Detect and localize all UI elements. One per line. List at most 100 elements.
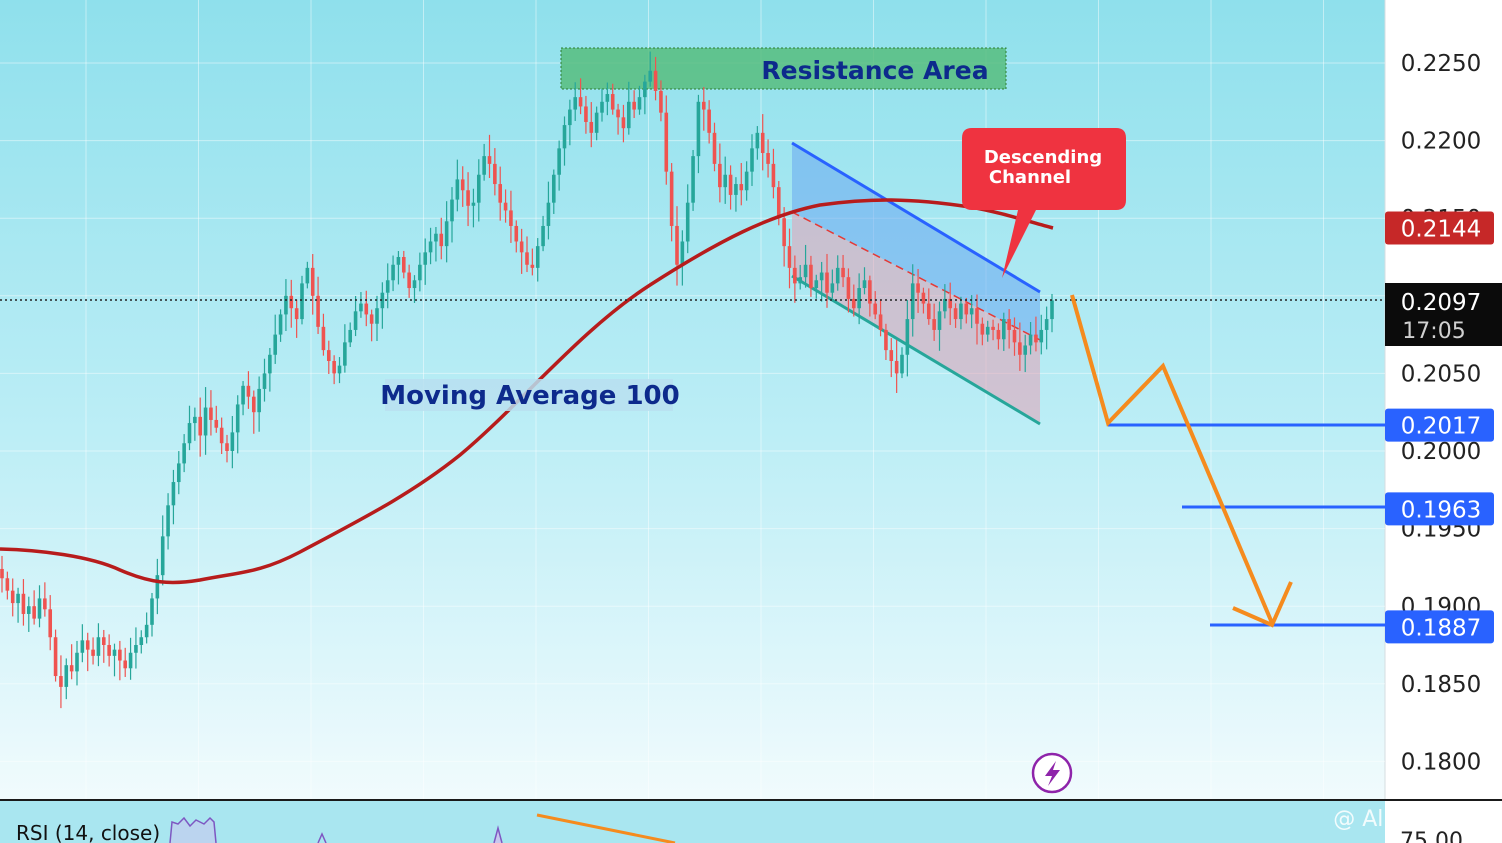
candle-140	[750, 134, 754, 186]
candle-60	[321, 313, 326, 356]
candle-148	[793, 255, 797, 303]
candle-14	[75, 640, 79, 686]
candle-16	[85, 632, 90, 672]
candle-48	[257, 376, 261, 432]
candle-132	[707, 100, 711, 144]
candle-31	[166, 493, 170, 550]
candle-54	[289, 279, 294, 328]
candle-65	[348, 322, 353, 348]
candle-189	[1012, 317, 1017, 356]
candle-151	[809, 255, 813, 297]
resistance-label: Resistance Area	[761, 56, 988, 85]
candle-95	[509, 190, 513, 243]
candle-23	[123, 647, 128, 677]
candle-136	[728, 165, 733, 210]
current-price-badge: 0.2097 17:05	[1385, 283, 1502, 346]
candle-102	[546, 181, 551, 240]
candle-142	[760, 114, 765, 171]
candle-88	[471, 188, 476, 228]
rsi-tick: 75.00	[1400, 829, 1463, 843]
price-marker-0: 0.2144	[1385, 211, 1494, 245]
projection-arrowhead	[1232, 581, 1293, 628]
candle-127	[680, 230, 685, 286]
price-marker-2: 0.1963	[1385, 492, 1494, 526]
candle-12	[64, 658, 69, 700]
candle-53	[284, 279, 288, 331]
candle-77	[412, 275, 417, 303]
ma-label: Moving Average 100	[380, 381, 679, 411]
candle-160	[857, 273, 861, 325]
candle-184	[985, 320, 990, 342]
candle-44	[235, 395, 240, 454]
candle-83	[444, 201, 449, 263]
candle-169	[905, 300, 910, 377]
price-markers: 0.2144 0.2017 0.1963 0.1887	[1385, 211, 1494, 644]
candle-78	[418, 252, 422, 292]
candle-111	[594, 106, 599, 141]
candle-70	[375, 295, 379, 342]
candle-69	[369, 309, 374, 342]
candle-97	[519, 228, 524, 274]
candle-103	[551, 169, 556, 214]
price-marker-label-3: 0.1887	[1401, 615, 1481, 641]
candle-163	[873, 291, 878, 320]
candle-37	[198, 397, 203, 457]
callout-text-line2: Channel	[989, 167, 1071, 188]
lightning-icon[interactable]	[1031, 752, 1073, 794]
candle-79	[423, 238, 428, 285]
candle-178	[953, 303, 958, 328]
candle-18	[96, 623, 101, 667]
watermark: @ Ali-Al-Shami	[1333, 807, 1495, 832]
axis-background	[1385, 0, 1502, 800]
candle-156	[835, 255, 840, 291]
candle-139	[744, 161, 749, 201]
candle-162	[868, 275, 872, 317]
candle-180	[964, 297, 969, 324]
candle-71	[380, 282, 385, 329]
candle-119	[637, 85, 642, 115]
candle-100	[535, 238, 540, 282]
price-marker-1: 0.2017	[1385, 408, 1494, 442]
candle-87	[466, 172, 470, 227]
candle-17	[91, 637, 95, 665]
candle-147	[787, 228, 792, 289]
candle-19	[101, 629, 106, 663]
candle-45	[241, 381, 245, 416]
candle-67	[359, 292, 363, 318]
candle-121	[648, 51, 653, 87]
candle-149	[798, 264, 803, 290]
candle-3	[16, 587, 20, 623]
candle-106	[568, 99, 572, 146]
rsi-background	[0, 800, 1385, 843]
candle-134	[718, 143, 722, 203]
candle-113	[605, 82, 610, 116]
candle-46	[246, 371, 251, 409]
candle-75	[401, 250, 406, 279]
candle-42	[225, 434, 229, 463]
candle-135	[723, 156, 728, 204]
candle-154	[825, 253, 829, 308]
candle-107	[573, 82, 578, 121]
candle-43	[230, 416, 235, 469]
candle-9	[48, 595, 53, 651]
candle-159	[851, 284, 856, 317]
candle-126	[675, 206, 679, 286]
candle-52	[278, 309, 283, 342]
candle-93	[498, 166, 503, 221]
resistance-area: Resistance Area	[560, 47, 1007, 90]
candle-86	[460, 166, 465, 207]
candle-143	[766, 139, 770, 178]
target-levels	[1108, 423, 1385, 627]
candle-176	[943, 284, 947, 319]
candle-22	[118, 640, 122, 681]
candle-108	[578, 78, 583, 115]
channel-upper-fill	[792, 143, 1040, 340]
candle-15	[80, 624, 85, 663]
candle-32	[171, 469, 176, 525]
candle-122	[653, 56, 658, 101]
grid-lines	[0, 0, 1385, 800]
candle-28	[150, 592, 154, 637]
candle-41	[219, 417, 224, 454]
candle-25	[134, 627, 138, 669]
